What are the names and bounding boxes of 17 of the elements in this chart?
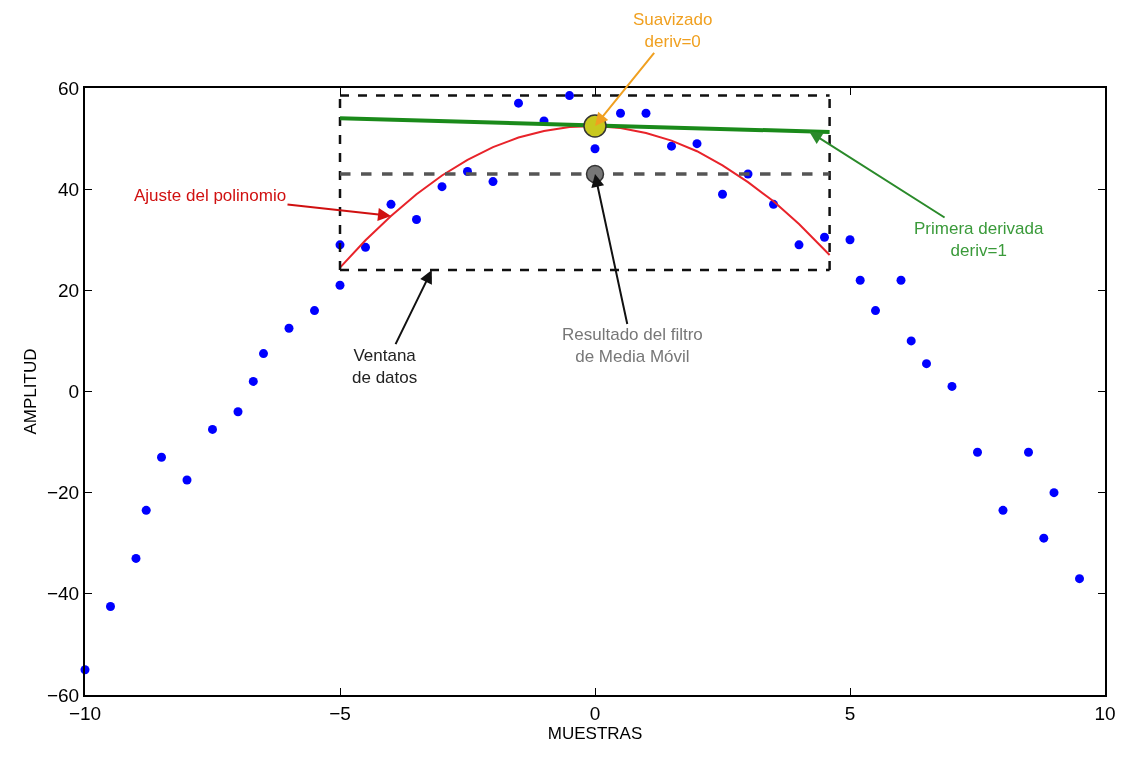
y-tick-label: 60 bbox=[58, 77, 80, 99]
x-tick-label: 0 bbox=[589, 702, 601, 724]
annotation: Suavizado deriv=0 bbox=[633, 10, 713, 52]
annotation: Ventana de datos bbox=[352, 346, 418, 388]
y-tick-label: −20 bbox=[46, 482, 80, 504]
annotation: Ajuste del polinomio bbox=[134, 186, 287, 205]
annotation: Resultado del filtro de Media Móvil bbox=[562, 325, 703, 367]
y-tick-label: 0 bbox=[68, 381, 80, 403]
y-tick-label: −40 bbox=[46, 583, 80, 605]
y-axis-title: AMPLITUD bbox=[21, 348, 41, 435]
annotation: Primera derivada deriv=1 bbox=[914, 219, 1044, 261]
x-tick-label: 10 bbox=[1094, 702, 1116, 724]
x-tick-label: −5 bbox=[329, 702, 351, 724]
x-axis-title: MUESTRAS bbox=[547, 723, 643, 743]
y-tick-label: 40 bbox=[58, 178, 80, 200]
y-tick-label: 20 bbox=[58, 279, 80, 301]
x-tick-label: 5 bbox=[844, 702, 856, 724]
